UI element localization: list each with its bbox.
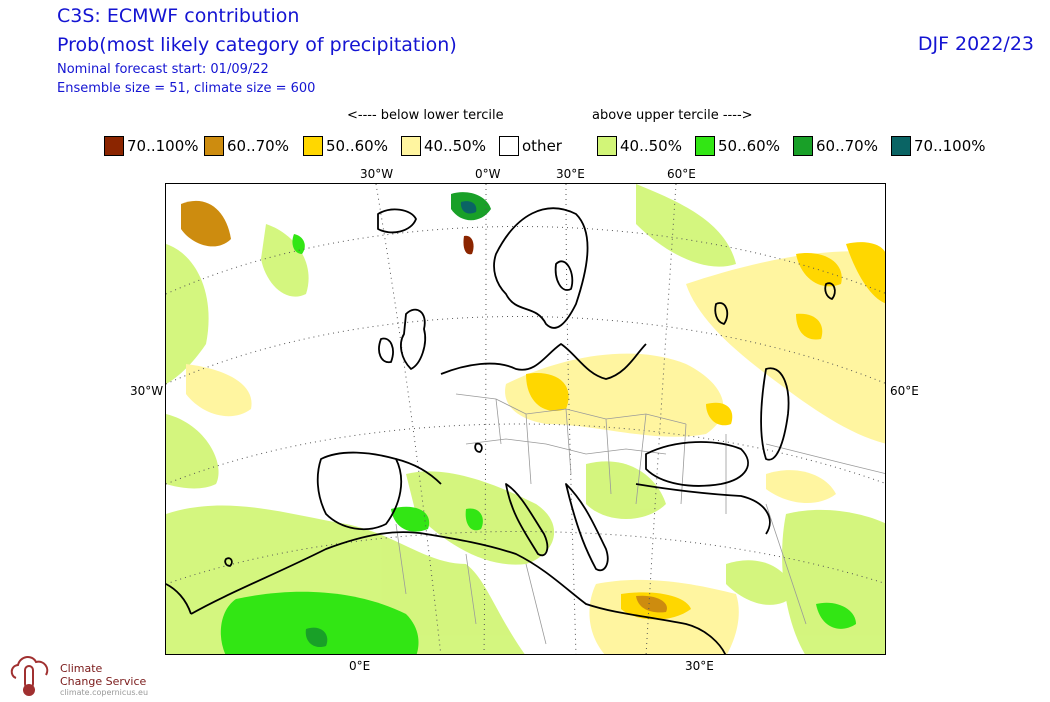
- legend-swatch: [204, 136, 224, 156]
- legend-label: 60..70%: [227, 137, 289, 155]
- lat-label-right: 60°E: [890, 384, 919, 398]
- legend-swatch: [499, 136, 519, 156]
- legend-label: 50..60%: [718, 137, 780, 155]
- legend-swatch: [695, 136, 715, 156]
- legend-swatch: [104, 136, 124, 156]
- legend-swatch: [891, 136, 911, 156]
- forecast-start-text: Nominal forecast start: 01/09/22: [57, 62, 269, 77]
- lon-label-30w: 30°W: [360, 167, 394, 181]
- logo-url: climate.copernicus.eu: [60, 688, 149, 697]
- lon-label-0e-bottom: 0°E: [349, 659, 371, 673]
- coastlines: [166, 207, 836, 654]
- thermometer-cloud-icon: [10, 656, 49, 696]
- legend-item-below-40-50: 40..50%: [401, 135, 486, 157]
- season-label: DJF 2022/23: [917, 33, 1034, 55]
- legend-item-above-70-100: 70..100%: [891, 135, 986, 157]
- chart-title: C3S: ECMWF contribution: [57, 5, 300, 27]
- graticule: [166, 184, 885, 654]
- legend-label: 50..60%: [326, 137, 388, 155]
- legend-item-below-50-60: 50..60%: [303, 135, 388, 157]
- copernicus-logo: Climate Change Service climate.copernicu…: [8, 648, 208, 700]
- legend-label: 70..100%: [127, 137, 199, 155]
- logo-line1: Climate: [60, 662, 103, 675]
- above-70-100-areas: [460, 201, 477, 214]
- legend-label: 40..50%: [424, 137, 486, 155]
- legend-swatch: [303, 136, 323, 156]
- lon-label-0w: 0°W: [475, 167, 501, 181]
- legend-label: 60..70%: [816, 137, 878, 155]
- lon-label-60e: 60°E: [667, 167, 696, 181]
- chart-subtitle: Prob(most likely category of precipitati…: [57, 34, 457, 56]
- legend-label: other: [522, 137, 562, 155]
- below-70-100-areas: [463, 235, 474, 255]
- legend-item-below-60-70: 60..70%: [204, 135, 289, 157]
- below-tercile-label: <---- below lower tercile: [347, 108, 504, 123]
- legend-item-below-70-100: 70..100%: [104, 135, 199, 157]
- logo-line2: Change Service: [60, 675, 147, 688]
- legend-item-above-60-70: 60..70%: [793, 135, 878, 157]
- legend-item-above-50-60: 50..60%: [695, 135, 780, 157]
- ensemble-size-text: Ensemble size = 51, climate size = 600: [57, 81, 316, 96]
- above-tercile-label: above upper tercile ---->: [592, 108, 753, 123]
- above-50-60-areas: [220, 234, 856, 654]
- below-60-70-areas: [181, 200, 667, 613]
- legend-label: 70..100%: [914, 137, 986, 155]
- legend-item-above-40-50: 40..50%: [597, 135, 682, 157]
- legend-swatch: [597, 136, 617, 156]
- lat-label-left: 30°W: [130, 384, 164, 398]
- legend-swatch: [793, 136, 813, 156]
- lon-label-30e: 30°E: [556, 167, 585, 181]
- legend-label: 40..50%: [620, 137, 682, 155]
- lon-label-30e-bottom: 30°E: [685, 659, 714, 673]
- map-svg: [166, 184, 885, 654]
- map: [165, 183, 886, 655]
- legend-item-other: other: [499, 135, 562, 157]
- legend-swatch: [401, 136, 421, 156]
